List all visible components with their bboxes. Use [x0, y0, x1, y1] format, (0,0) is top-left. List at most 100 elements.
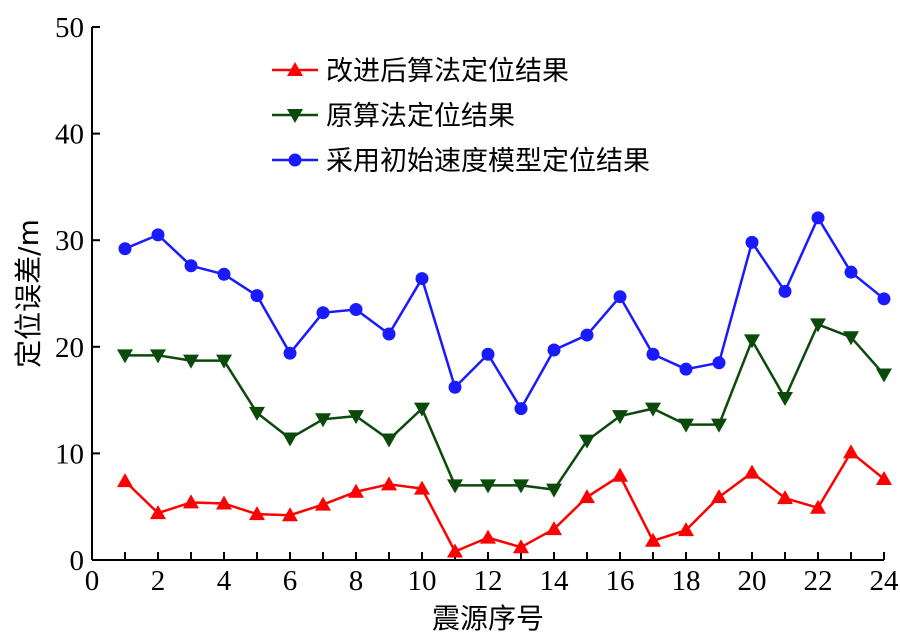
data-point: [810, 318, 826, 333]
x-tick-label: 0: [85, 565, 100, 597]
x-axis-title: 震源序号: [432, 602, 544, 635]
data-point: [315, 413, 331, 428]
y-tick-label: 10: [55, 438, 84, 470]
data-point: [547, 343, 561, 357]
x-tick-label: 24: [870, 565, 900, 597]
legend-label: 原算法定位结果: [326, 101, 515, 132]
data-point: [876, 470, 892, 485]
data-point: [217, 267, 231, 281]
data-point: [843, 444, 859, 459]
y-axis-title: 定位误差/m: [12, 219, 45, 368]
data-point: [480, 529, 496, 544]
data-point: [481, 347, 495, 361]
data-point: [843, 331, 859, 346]
data-point: [844, 265, 858, 279]
data-point: [612, 467, 628, 482]
data-point: [745, 235, 759, 249]
data-point: [414, 402, 430, 417]
data-point: [679, 362, 693, 376]
data-point: [678, 418, 694, 433]
data-point: [546, 521, 562, 536]
x-tick-label: 16: [606, 565, 635, 597]
x-tick-label: 4: [217, 565, 232, 597]
x-tick-label: 14: [540, 565, 570, 597]
data-point: [282, 432, 298, 447]
data-point: [348, 483, 364, 498]
data-point: [448, 380, 462, 394]
y-tick-label: 50: [55, 12, 84, 44]
legend-marker: [287, 109, 303, 123]
data-point: [150, 505, 166, 520]
data-point: [183, 494, 199, 509]
data-point: [645, 402, 661, 417]
data-point: [216, 354, 232, 369]
y-tick-label: 20: [55, 332, 84, 364]
data-point: [151, 228, 165, 242]
series-line: [124, 451, 885, 553]
legend-label: 改进后算法定位结果: [326, 56, 569, 87]
data-point: [744, 464, 760, 479]
data-point: [811, 211, 825, 225]
data-point: [513, 479, 529, 494]
data-point: [381, 476, 397, 491]
data-point: [810, 499, 826, 514]
data-point: [249, 406, 265, 421]
data-point: [580, 328, 594, 342]
y-ticks: 0 10 20 30 40 50: [55, 12, 100, 577]
x-tick-label: 18: [672, 565, 701, 597]
x-tick-label: 20: [738, 565, 767, 597]
data-point: [415, 272, 429, 286]
x-ticks: 0 2 4 6 8 10 12 14 16 18 20 22 24: [85, 552, 899, 597]
data-point: [744, 334, 760, 349]
data-point: [514, 402, 528, 416]
x-tick-label: 22: [804, 565, 833, 597]
data-point: [382, 327, 396, 341]
data-point: [184, 259, 198, 273]
data-point: [117, 349, 133, 364]
y-tick-label: 30: [55, 225, 84, 257]
legend-marker: [287, 62, 303, 76]
x-tick-label: 10: [408, 565, 437, 597]
data-point: [579, 489, 595, 504]
data-point: [447, 543, 463, 558]
data-point: [315, 496, 331, 511]
data-point: [546, 483, 562, 498]
x-tick-label: 6: [283, 565, 298, 597]
data-point: [414, 480, 430, 495]
data-point: [876, 368, 892, 383]
data-point: [117, 473, 133, 488]
data-point: [579, 434, 595, 449]
data-point: [613, 290, 627, 304]
x-tick-label: 12: [474, 565, 503, 597]
plot-area: [117, 211, 892, 558]
data-point: [381, 433, 397, 448]
series-3: [118, 211, 891, 416]
data-point: [316, 306, 330, 320]
data-point: [711, 489, 727, 504]
data-point: [348, 410, 364, 425]
data-point: [777, 490, 793, 505]
data-point: [183, 354, 199, 369]
legend-item: 采用初始速度模型定位结果: [272, 146, 650, 177]
series-1: [117, 444, 892, 558]
x-tick-label: 8: [349, 565, 364, 597]
data-point: [678, 522, 694, 537]
legend-marker: [288, 153, 302, 167]
data-point: [877, 292, 891, 306]
x-tick-label: 2: [151, 565, 166, 597]
data-point: [150, 349, 166, 364]
data-point: [349, 302, 363, 316]
data-point: [646, 347, 660, 361]
legend-label: 采用初始速度模型定位结果: [326, 146, 650, 177]
data-point: [712, 356, 726, 370]
legend-item: 原算法定位结果: [272, 101, 515, 132]
data-point: [249, 506, 265, 521]
data-point: [645, 532, 661, 547]
series-line: [125, 323, 885, 491]
data-point: [250, 289, 264, 303]
y-tick-label: 0: [70, 545, 85, 577]
data-point: [216, 495, 232, 510]
legend-item: 改进后算法定位结果: [272, 56, 569, 87]
data-point: [778, 284, 792, 298]
